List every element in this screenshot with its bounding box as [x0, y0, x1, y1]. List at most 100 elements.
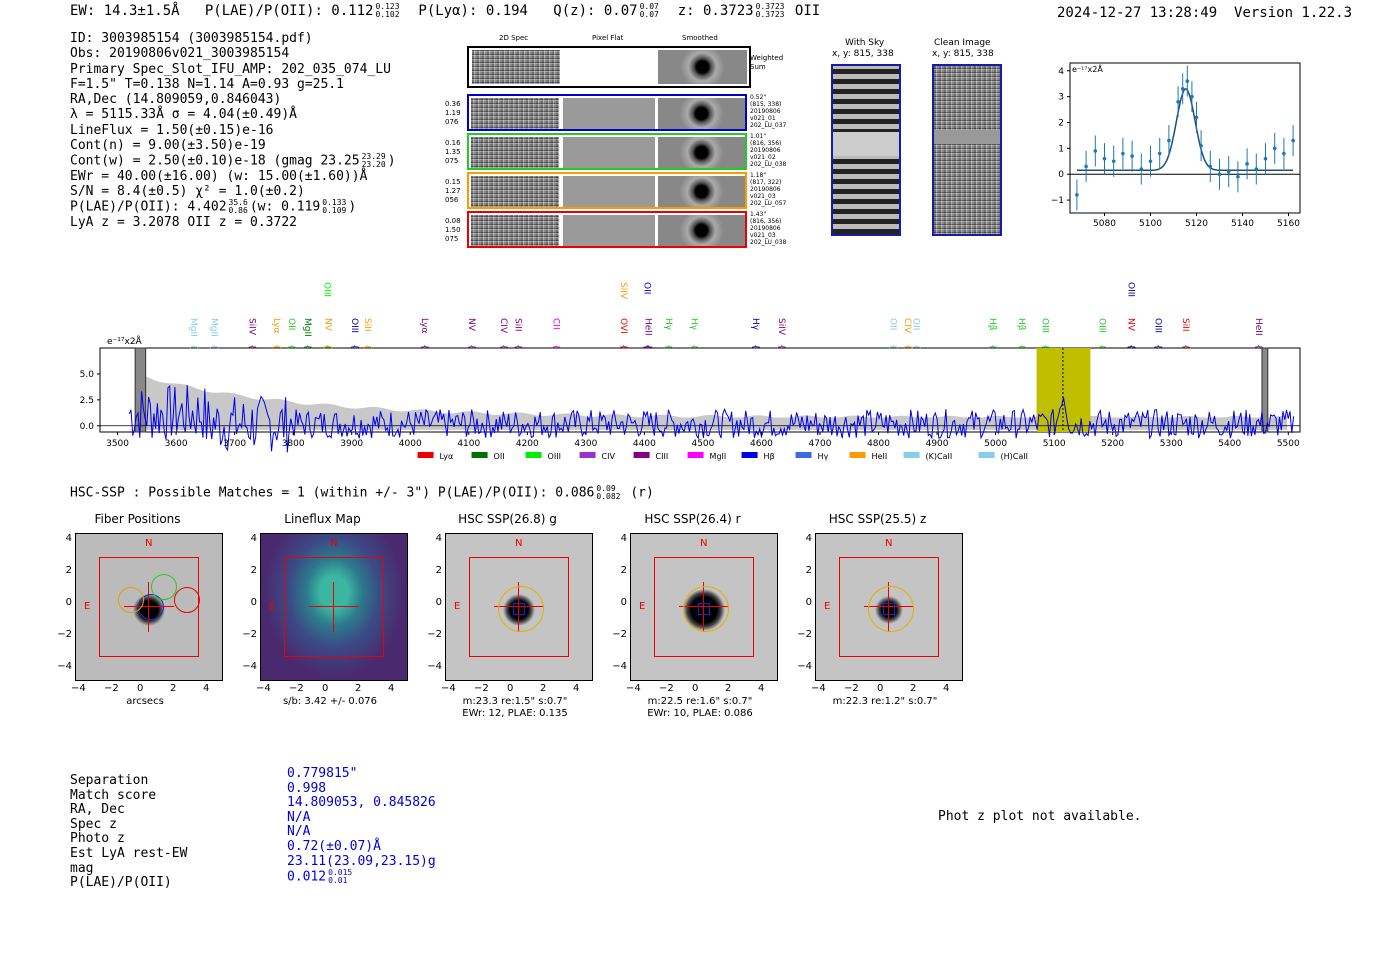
hsc-summary: HSC-SSP : Possible Matches = 1 (within +…	[70, 485, 654, 501]
panel-target-box	[513, 603, 525, 615]
panel-caption1: m:22.5 re:1.6" s:0.7"	[647, 696, 753, 707]
cutout-row-meta: 0.52" (815, 338) 20190806 v021_01 202_LU_037	[750, 94, 786, 129]
info-lya: LyA z = 3.2078 OII z = 0.3722	[70, 214, 297, 230]
spec-legend-label: Hβ	[764, 452, 775, 461]
panel-xtick-label: 4	[388, 683, 395, 694]
spec-line-tick: {	[618, 344, 628, 350]
info-radec: RA,Dec (14.809059,0.846043)	[70, 92, 282, 108]
panel-east: E	[84, 601, 91, 612]
spec-line-label: Lyα	[271, 318, 281, 334]
info-plae-hi: 35.6	[228, 198, 248, 208]
header-plae: P(LAE)/P(OII): 0.112	[204, 3, 374, 19]
info-plae-end: )	[348, 199, 357, 215]
fit-data-point	[1272, 146, 1277, 151]
fit-data-point	[1226, 169, 1231, 174]
fit-data-point	[1075, 193, 1079, 197]
info-plae-w: (w: 0.119	[249, 199, 321, 215]
match-plae-lo: 0.01	[328, 876, 348, 886]
spec-line-label: SiIV	[618, 282, 628, 300]
spec-line-label: OII	[911, 318, 921, 330]
row-stat: 1.27	[445, 187, 461, 195]
with-sky-title: With Sky	[845, 38, 884, 48]
cutout-row-stats: 0.36 1.19 076	[445, 100, 461, 127]
spec-line-label: OII	[286, 318, 296, 330]
spec-xtick-label: 5300	[1160, 439, 1183, 449]
fit-data-point	[1102, 156, 1107, 161]
row-meta: 1.18"	[750, 172, 767, 179]
fit-data-point	[1093, 149, 1098, 153]
panel-crosshair-h	[309, 606, 359, 607]
row-2dspec	[471, 176, 559, 207]
clean-image-xy: x, y: 815, 338	[932, 49, 994, 59]
panel-caption2: EWr: 10, PLAE: 0.086	[647, 708, 753, 719]
panel-caption1: s/b: 3.42 +/- 0.076	[282, 696, 378, 707]
panel-north: N	[700, 538, 708, 549]
spec-legend-label: OIII	[548, 452, 561, 461]
panel-yticks: 4 2 0 −2 −4	[50, 533, 72, 683]
cutout-row-stats: 0.08 1.50 075	[445, 217, 461, 244]
panel-ytick-label: −2	[427, 629, 442, 640]
header-z: z: 0.3723	[677, 3, 754, 19]
panel-xtick-label: 2	[540, 683, 547, 694]
panel-north: N	[330, 538, 338, 549]
panel-east: E	[824, 601, 831, 612]
ws-pixelflat	[562, 50, 656, 84]
weighted-sum-row	[467, 46, 751, 88]
spec-legend-label: Lyα	[440, 452, 454, 461]
fiber-red	[174, 587, 200, 613]
spec-line-tick: {	[618, 344, 628, 350]
panel-xtick-label: −2	[844, 683, 859, 694]
panel-target-box	[698, 603, 710, 615]
row-meta: 1.43"	[750, 211, 767, 218]
clean-image	[932, 64, 1002, 236]
spec-line-label: CII	[551, 318, 561, 330]
photz-note: Phot z plot not available.	[938, 809, 1142, 824]
match-label: P(LAE)/P(OII)	[70, 875, 172, 891]
spec-xtick-label: 5100	[1043, 439, 1066, 449]
spec-line-tick: {	[887, 344, 897, 350]
panel-image: N E	[630, 533, 778, 681]
fit-data-point	[1157, 151, 1162, 156]
with-sky-xy: x, y: 815, 338	[832, 49, 894, 59]
panel-image: N E	[445, 533, 593, 681]
cutout-row	[467, 211, 747, 248]
row-meta: (816, 356)	[750, 218, 782, 225]
fit-data-point	[1208, 164, 1213, 169]
panel-title: Lineflux Map	[284, 512, 361, 526]
panel-ytick-label: 2	[65, 565, 72, 576]
spec-line-tick: {	[911, 344, 921, 350]
fit-data-point	[1139, 167, 1144, 171]
spec-xtick-label: 3800	[282, 439, 305, 449]
spec-xtick-label: 3500	[106, 439, 129, 449]
panel-image: N E	[75, 533, 223, 681]
fit-data-point	[1254, 167, 1259, 171]
info-fiber: F=1.5" T=0.138 N=1.14 A=0.93 g=25.1	[70, 76, 344, 92]
cutout-row-stats: 0.15 1.27 056	[445, 178, 461, 205]
panel-ellipse	[868, 586, 914, 632]
spec-xtick-label: 4500	[691, 439, 714, 449]
row-2dspec	[471, 215, 559, 246]
panel-east: E	[639, 601, 646, 612]
row-pixelflat	[563, 137, 655, 168]
panel-xtick-label: −4	[71, 683, 86, 694]
panel-ytick-label: 0	[620, 597, 627, 608]
spec-legend-label: CIV	[602, 452, 616, 461]
row-stat: 1.35	[445, 148, 461, 156]
spec-xtick-label: 4100	[457, 439, 480, 449]
panel-crosshair-v	[333, 582, 334, 632]
panel-image: N E	[815, 533, 963, 681]
fiber-orange	[118, 587, 144, 613]
spec-line-tick: {	[551, 344, 561, 350]
panel-yticks: 4 2 0 −2 −4	[790, 533, 812, 683]
row-meta: (816, 356)	[750, 140, 782, 147]
spec-legend-swatch	[525, 452, 542, 458]
spec-line-label: HeII	[643, 318, 653, 336]
fit-data-point	[1217, 172, 1222, 177]
panel-xtick-label: −2	[104, 683, 119, 694]
spec-legend-swatch	[417, 452, 434, 458]
spec-xtick-label: 4000	[399, 439, 422, 449]
panel-ytick-label: −4	[427, 661, 442, 672]
cutout-row-meta: 1.43" (816, 356) 20190806 v021_03 202_LU_038	[750, 211, 786, 246]
fit-data-point	[1130, 154, 1134, 158]
row-meta: 20190806	[750, 186, 781, 193]
